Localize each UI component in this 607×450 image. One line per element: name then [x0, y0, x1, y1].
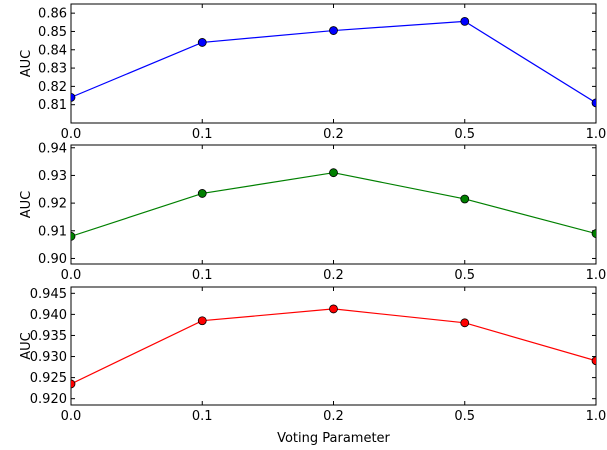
panel-3-ytick-label: 0.925: [30, 371, 67, 386]
panel-3-ytick-label: 0.930: [30, 350, 67, 365]
panel-1-xtick-label: 0.0: [61, 127, 82, 142]
panel-1-data-point: [591, 98, 596, 108]
panel-2-data-point: [197, 189, 207, 198]
panel-1-data-point: [460, 16, 470, 26]
panel-1-ytick-label: 0.81: [38, 98, 67, 113]
panel-2-xtick-label: 0.0: [61, 268, 82, 283]
panel-3-data-point: [591, 356, 596, 366]
panel-1-ytick-label: 0.82: [38, 80, 67, 95]
panel-1-ytick-label: 0.86: [38, 7, 67, 22]
panel-2-xtick-label: 0.5: [454, 268, 475, 283]
panel-1-series: [71, 16, 596, 108]
panel-2-ytick-label: 0.91: [38, 224, 67, 239]
panel-3-data-point: [329, 304, 338, 314]
panel-3-series: [71, 304, 596, 389]
panel-1-ytick-label: 0.83: [38, 62, 67, 77]
panel-3-ytick-label: 0.945: [30, 287, 67, 302]
panel-2-data-point: [71, 231, 76, 241]
panel-3-xtick-label: 0.0: [61, 409, 82, 424]
panel-2-data-point: [460, 194, 470, 204]
panel-3-xtick-label: 0.5: [454, 409, 475, 424]
panel-1-ylabel: AUC: [19, 50, 34, 78]
panel-3-data-point: [71, 379, 76, 389]
panel-3-ytick-label: 0.920: [30, 392, 67, 407]
panel-2-xtick-label: 1.0: [586, 268, 607, 283]
panel-2-xtick-label: 0.2: [323, 268, 344, 283]
panel-2-xtick-label: 0.1: [192, 268, 213, 283]
panel-3-xtick-label: 1.0: [586, 409, 607, 424]
panel-3-data-point: [460, 318, 470, 328]
panel-1-ytick-label: 0.84: [38, 43, 67, 58]
panel-1-xtick-label: 0.1: [192, 127, 213, 142]
panel-1-frame: [70, 3, 597, 124]
panel-2-ytick-label: 0.90: [38, 252, 67, 267]
panel-2-ytick-label: 0.94: [38, 141, 67, 156]
panel-3-series-line: [71, 308, 596, 385]
panel-3-xtick-label: 0.1: [192, 409, 213, 424]
panel-2-series-line: [71, 172, 596, 237]
panel-2-ytick-label: 0.93: [38, 169, 67, 184]
panel-3-ytick-label: 0.935: [30, 329, 67, 344]
panel-2-ylabel: AUC: [19, 191, 34, 219]
panel-3-xlabel: Voting Parameter: [277, 431, 390, 446]
panel-3-ylabel: AUC: [19, 332, 34, 360]
panel-1-data-point: [329, 26, 338, 35]
panel-2-frame: [70, 144, 597, 265]
panel-1-data-point: [197, 38, 207, 47]
panel-1-data-point: [71, 92, 76, 102]
panel-3-data-point: [197, 316, 207, 326]
panel-2-series: [71, 168, 596, 241]
panel-2-data-point: [591, 229, 596, 238]
panel-3-xtick-label: 0.2: [323, 409, 344, 424]
panel-1-xtick-label: 0.5: [454, 127, 475, 142]
panel-1-xtick-label: 0.2: [323, 127, 344, 142]
panel-1-ytick-label: 0.85: [38, 25, 67, 40]
panel-1-xtick-label: 1.0: [586, 127, 607, 142]
panel-3-ytick-label: 0.940: [30, 308, 67, 323]
panel-2-data-point: [329, 168, 338, 178]
panel-2-ytick-label: 0.92: [38, 197, 67, 212]
